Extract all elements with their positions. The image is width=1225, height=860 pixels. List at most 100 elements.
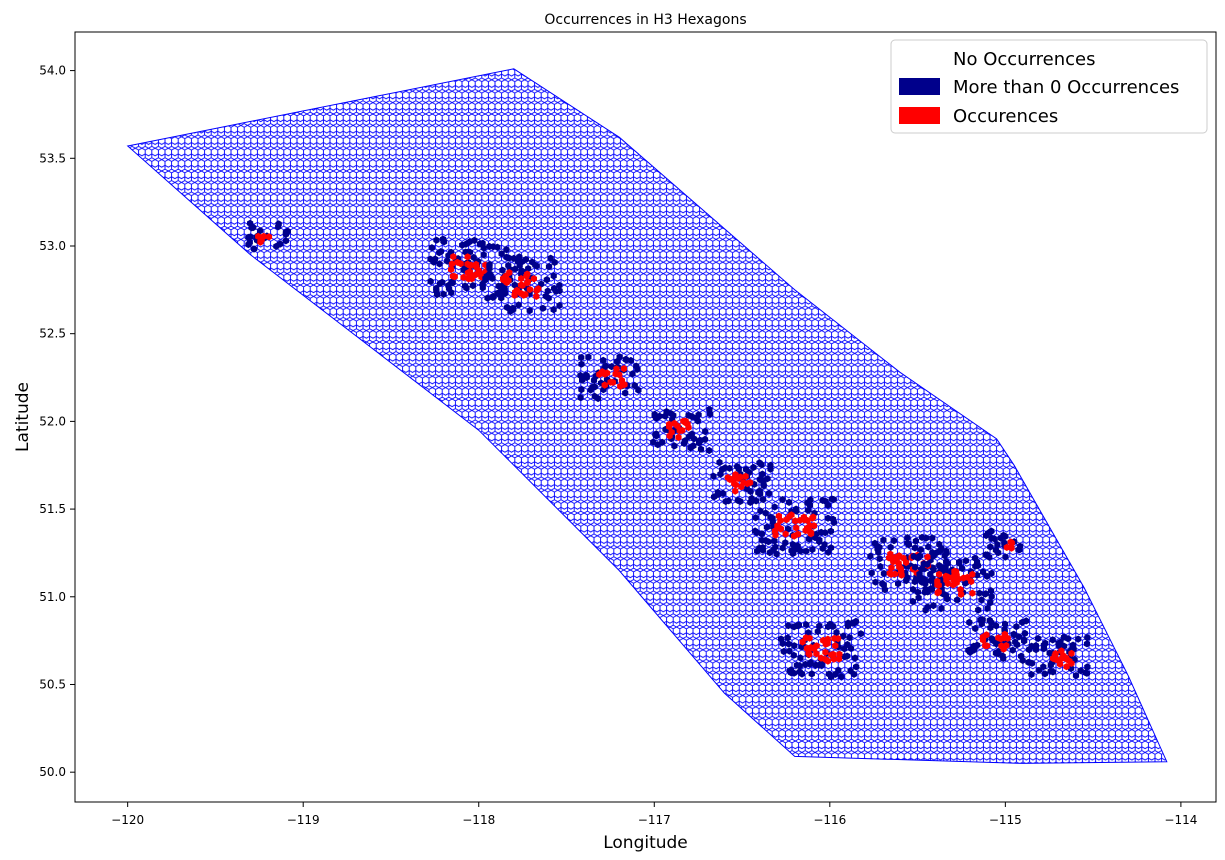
low-occurrence-hexagon	[785, 622, 792, 630]
low-occurrence-hexagon	[868, 569, 875, 577]
low-occurrence-hexagon	[988, 534, 995, 542]
low-occurrence-hexagon	[847, 667, 854, 675]
low-occurrence-hexagon	[793, 505, 800, 513]
occurrence-hexagon	[503, 278, 510, 287]
low-occurrence-hexagon	[556, 287, 563, 295]
low-occurrence-hexagon	[556, 301, 563, 310]
low-occurrence-hexagon	[771, 503, 778, 511]
low-occurrence-hexagon	[1002, 553, 1009, 561]
low-occurrence-hexagon	[978, 596, 985, 604]
low-occurrence-hexagon	[922, 606, 929, 614]
low-occurrence-hexagon	[827, 527, 834, 535]
low-occurrence-hexagon	[246, 238, 253, 246]
occurrence-hexagon	[448, 260, 456, 268]
occurrence-hexagon	[533, 292, 540, 300]
low-occurrence-hexagon	[984, 529, 991, 537]
occurrence-hexagon	[777, 516, 784, 525]
low-occurrence-hexagon	[1069, 641, 1077, 649]
low-occurrence-hexagon	[814, 627, 821, 636]
low-occurrence-hexagon	[784, 525, 792, 533]
occurrence-hexagon	[685, 423, 692, 432]
occurrence-hexagon	[830, 650, 837, 658]
x-tick-label: −117	[638, 813, 671, 827]
low-occurrence-hexagon	[591, 383, 598, 391]
low-occurrence-hexagon	[805, 506, 812, 514]
low-occurrence-hexagon	[437, 248, 444, 256]
occurrence-hexagon	[668, 428, 675, 436]
low-occurrence-hexagon	[911, 578, 918, 586]
low-occurrence-hexagon	[793, 661, 800, 669]
low-occurrence-hexagon	[486, 260, 493, 269]
low-occurrence-hexagon	[691, 435, 698, 443]
low-occurrence-hexagon	[841, 653, 848, 661]
low-occurrence-hexagon	[726, 464, 733, 472]
low-occurrence-hexagon	[753, 497, 760, 505]
low-occurrence-hexagon	[994, 541, 1001, 549]
low-occurrence-hexagon	[995, 647, 1002, 656]
low-occurrence-hexagon	[920, 560, 927, 568]
low-occurrence-hexagon	[912, 563, 919, 571]
y-tick-label: 51.5	[39, 502, 66, 516]
occurrence-hexagon	[964, 573, 971, 581]
low-occurrence-hexagon	[275, 223, 282, 231]
occurrence-hexagon	[969, 589, 976, 597]
occurrence-hexagon	[898, 571, 905, 579]
low-occurrence-hexagon	[444, 257, 451, 265]
low-occurrence-hexagon	[912, 537, 919, 545]
low-occurrence-hexagon	[682, 437, 689, 445]
occurrence-hexagon	[810, 644, 817, 652]
low-occurrence-hexagon	[627, 356, 634, 365]
y-tick-label: 54.0	[39, 64, 66, 78]
low-occurrence-hexagon	[711, 493, 718, 501]
low-occurrence-hexagon	[706, 446, 713, 455]
occurrence-hexagon	[450, 253, 457, 261]
low-occurrence-hexagon	[489, 274, 496, 282]
low-occurrence-hexagon	[706, 405, 713, 413]
low-occurrence-hexagon	[434, 290, 441, 299]
low-occurrence-hexagon	[518, 258, 525, 266]
occurrence-hexagon	[1001, 632, 1009, 640]
low-occurrence-hexagon	[445, 281, 452, 290]
low-occurrence-hexagon	[1077, 667, 1084, 675]
low-occurrence-hexagon	[956, 558, 963, 566]
low-occurrence-hexagon	[773, 550, 780, 558]
low-occurrence-hexagon	[716, 458, 723, 466]
low-occurrence-hexagon	[764, 475, 771, 483]
low-occurrence-hexagon	[1021, 637, 1028, 645]
plot-area	[126, 68, 1168, 764]
low-occurrence-hexagon	[982, 590, 989, 598]
low-occurrence-hexagon	[825, 548, 832, 556]
low-occurrence-hexagon	[1021, 629, 1028, 637]
low-occurrence-hexagon	[470, 253, 477, 262]
low-occurrence-hexagon	[895, 580, 902, 588]
low-occurrence-hexagon	[966, 618, 973, 626]
occurrence-hexagon	[824, 635, 831, 643]
low-occurrence-hexagon	[545, 263, 553, 271]
low-occurrence-hexagon	[1084, 634, 1091, 642]
low-occurrence-hexagon	[1015, 633, 1023, 641]
occurrence-hexagon	[1068, 659, 1075, 667]
occurrence-hexagon	[466, 268, 473, 276]
low-occurrence-hexagon	[890, 537, 897, 545]
y-tick-label: 50.0	[39, 765, 66, 779]
occurrence-hexagon	[530, 275, 537, 283]
low-occurrence-hexagon	[819, 496, 826, 504]
occurrence-hexagon	[451, 273, 458, 281]
occurrence-hexagon	[788, 511, 795, 519]
low-occurrence-hexagon	[797, 654, 804, 662]
occurrence-hexagon	[934, 589, 941, 597]
occurrence-hexagon	[1068, 649, 1075, 657]
x-tick-label: −114	[1164, 813, 1197, 827]
low-occurrence-hexagon	[980, 568, 987, 576]
low-occurrence-hexagon	[852, 617, 859, 625]
low-occurrence-hexagon	[427, 277, 434, 285]
low-occurrence-hexagon	[986, 553, 993, 561]
low-occurrence-hexagon	[631, 382, 638, 390]
low-occurrence-hexagon	[1013, 623, 1020, 631]
low-occurrence-hexagon	[830, 518, 838, 527]
low-occurrence-hexagon	[806, 535, 813, 543]
low-occurrence-hexagon	[974, 571, 981, 579]
low-occurrence-hexagon	[671, 442, 678, 450]
low-occurrence-hexagon	[515, 301, 522, 309]
low-occurrence-hexagon	[942, 591, 950, 600]
